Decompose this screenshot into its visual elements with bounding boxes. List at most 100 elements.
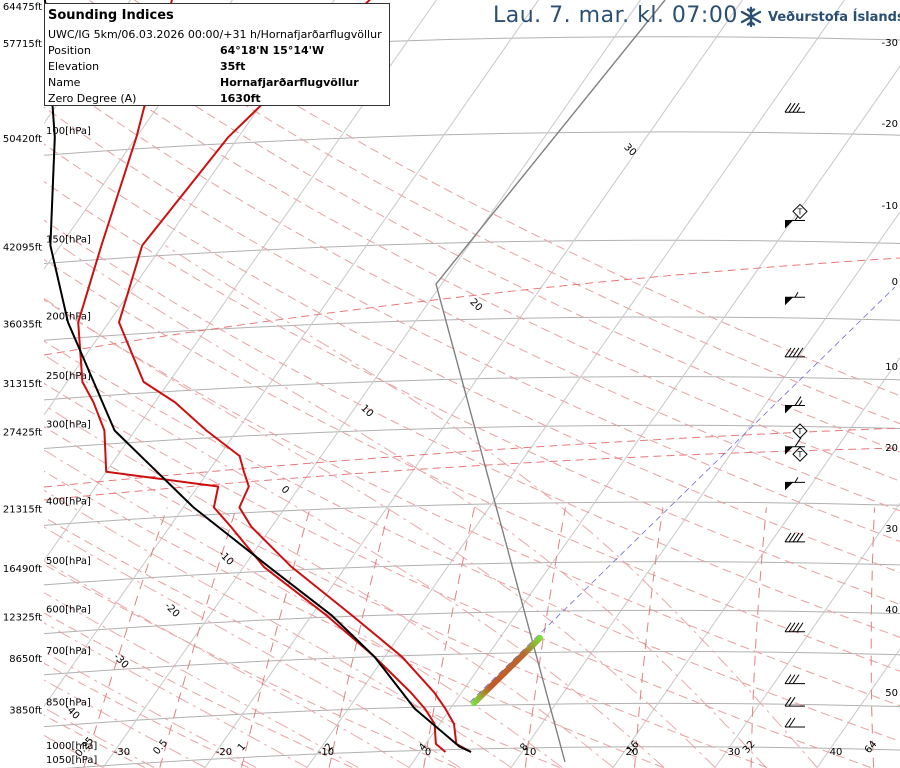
height-label: 3850ft <box>9 706 42 717</box>
temperature-axis-label: 30 <box>728 747 741 758</box>
wind-barb <box>785 292 805 306</box>
wind-barb <box>785 437 805 455</box>
isotherm-line <box>408 65 900 768</box>
temperature-axis-label: 0 <box>425 747 431 758</box>
info-value: Hornafjarðarflugvöllur <box>220 76 359 89</box>
height-label: 50420ft <box>3 134 42 145</box>
moist-adiabat <box>44 404 614 768</box>
isobar-line <box>44 131 900 156</box>
snowflake-icon <box>740 6 762 28</box>
temperature-axis-label: -30 <box>114 747 130 758</box>
right-temperature-label: -10 <box>882 201 898 212</box>
dry-adiabat <box>44 426 768 768</box>
tropopause-label: T <box>797 427 803 436</box>
temperature-axis-label: 40 <box>830 747 843 758</box>
dewpoint-profile <box>77 0 447 753</box>
isobar-line <box>44 239 900 264</box>
right-temperature-label: -20 <box>882 119 898 130</box>
dry-adiabat <box>44 470 664 768</box>
tropopause-label: T <box>797 207 803 216</box>
isobar-line <box>44 376 900 401</box>
moist-adiabat <box>44 560 410 768</box>
height-label: 16490ft <box>3 564 42 575</box>
moist-adiabat <box>44 592 359 768</box>
moist-adiabat <box>44 679 206 768</box>
dry-adiabat-label: -20 <box>162 601 181 620</box>
info-value: 35ft <box>220 60 246 73</box>
height-label: 36035ft <box>3 319 42 330</box>
pressure-label: 600[hPa] <box>46 605 91 616</box>
dry-adiabat <box>44 516 560 768</box>
moist-adiabat <box>165 245 818 768</box>
isobar-line <box>44 702 900 728</box>
tropopause-marker: T <box>792 423 808 439</box>
info-row-name: Name Hornafjarðarflugvöllur <box>48 76 359 89</box>
right-temperature-label: 40 <box>885 605 898 616</box>
lcl-guide-line <box>469 286 896 703</box>
dry-adiabat <box>44 662 249 768</box>
isotherm-line <box>0 0 2 768</box>
mixing-ratio-label: 64 <box>863 739 880 756</box>
mixing-ratio-label: 2 <box>323 741 336 753</box>
right-temperature-label: -30 <box>882 38 898 49</box>
info-value: 64°18'N 15°14'W <box>220 44 325 57</box>
wind-barb <box>784 102 805 113</box>
mixing-ratio-label: 4 <box>417 741 430 753</box>
moist-adiabat <box>44 622 308 768</box>
height-label: 8650ft <box>9 654 42 665</box>
mixing-ratio-line <box>83 507 168 768</box>
isotherm-line <box>204 0 744 768</box>
sounding-indices-panel: Sounding Indices UWC/IG 5km/06.03.2026 0… <box>44 3 390 106</box>
dry-adiabat-label: -30 <box>111 652 130 671</box>
wind-barb <box>784 696 805 707</box>
parcel-dry-ascent <box>435 0 666 763</box>
brand-name: Veðurstofa Íslands <box>768 9 900 25</box>
isotherm-line <box>714 502 900 768</box>
dry-adiabat-label: 0 <box>279 484 291 496</box>
dry-adiabat <box>44 382 871 768</box>
valid-time-heading: Lau. 7. mar. kl. 07:00 <box>493 3 738 28</box>
info-label: Position <box>48 44 91 57</box>
info-row-position: Position 64°18'N 15°14'W <box>48 44 324 57</box>
mixing-ratio-line <box>750 507 767 768</box>
wind-barb <box>784 717 805 728</box>
mixing-ratio-label: 32 <box>741 739 758 756</box>
right-temperature-label: 10 <box>885 362 898 373</box>
dry-adiabat-label: 30 <box>621 142 638 159</box>
temperature-axis-label: -20 <box>216 747 232 758</box>
dry-adiabat <box>44 563 457 768</box>
pressure-label: 1050[hPa] <box>46 755 97 766</box>
pressure-label: 1000[hPa] <box>46 741 97 752</box>
pressure-label: 200[hPa] <box>46 311 91 322</box>
height-label: 57715ft <box>3 39 42 50</box>
height-label: 31315ft <box>3 379 42 390</box>
isobar-line <box>44 561 900 586</box>
isotherm-line <box>816 648 900 768</box>
lcl-band <box>471 635 543 706</box>
info-label: Name <box>48 76 81 89</box>
temperature-axis-label: 20 <box>626 747 639 758</box>
info-row-zero-degree: Zero Degree (A) 1630ft <box>48 92 261 105</box>
isobar-line <box>44 424 900 450</box>
pressure-label: 150[hPa] <box>46 234 91 245</box>
moist-adiabat <box>44 354 665 768</box>
moist-adiabat <box>44 651 257 768</box>
wind-barb <box>785 477 805 491</box>
isotherm-line <box>612 356 900 768</box>
pressure-label: 250[hPa] <box>46 371 91 382</box>
mixing-ratio-line <box>159 507 237 768</box>
pressure-label: 100[hPa] <box>46 126 91 137</box>
info-label: Zero Degree (A) <box>48 92 137 105</box>
isobar-line <box>44 609 900 635</box>
isobar-line <box>64 746 900 768</box>
wind-barb <box>784 347 805 358</box>
vedurstofa-logo: Veðurstofa Íslands <box>738 6 900 28</box>
isotherm-line <box>510 211 900 768</box>
